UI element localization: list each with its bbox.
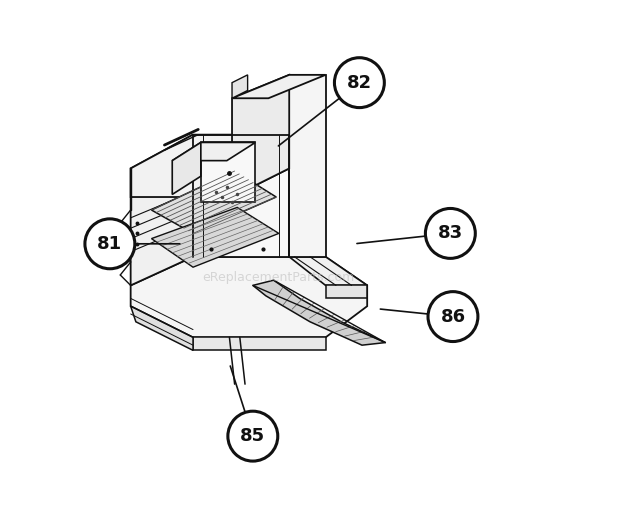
Polygon shape (131, 257, 367, 337)
Polygon shape (131, 306, 193, 351)
Text: 81: 81 (97, 235, 122, 253)
Polygon shape (232, 75, 247, 99)
Text: 82: 82 (347, 74, 372, 92)
Polygon shape (172, 143, 201, 194)
Circle shape (85, 219, 135, 269)
Polygon shape (201, 143, 255, 202)
Polygon shape (131, 135, 289, 197)
Polygon shape (289, 257, 367, 286)
Circle shape (425, 209, 476, 258)
Polygon shape (131, 135, 193, 286)
Circle shape (428, 292, 478, 342)
Polygon shape (326, 286, 367, 298)
Text: 85: 85 (241, 427, 265, 445)
Circle shape (228, 411, 278, 461)
Text: 83: 83 (438, 224, 463, 243)
Polygon shape (151, 208, 279, 267)
Circle shape (334, 58, 384, 107)
Polygon shape (253, 280, 386, 345)
Polygon shape (289, 75, 326, 257)
Polygon shape (232, 75, 289, 197)
Polygon shape (172, 143, 255, 161)
Polygon shape (193, 135, 289, 257)
Polygon shape (151, 171, 277, 233)
Polygon shape (193, 337, 326, 351)
Text: 86: 86 (440, 308, 466, 325)
Text: eReplacementParts.com: eReplacementParts.com (203, 271, 355, 284)
Polygon shape (232, 75, 326, 99)
